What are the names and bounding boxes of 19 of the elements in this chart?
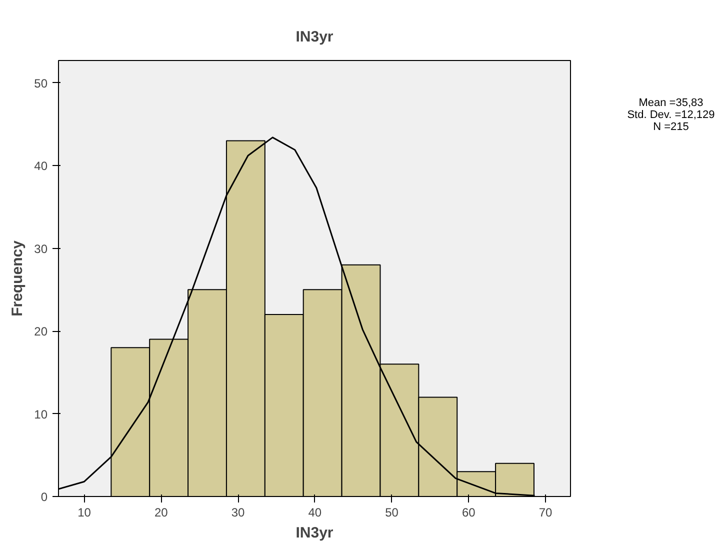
y-tick-label: 30 <box>34 242 48 256</box>
x-tick-label: 60 <box>462 506 476 520</box>
text: Mean =35,83 <box>638 97 704 109</box>
text: N =215 <box>653 121 689 133</box>
y-tick-label: 10 <box>34 407 48 422</box>
y-tick-label: 20 <box>34 324 48 339</box>
x-axis-title: IN3yr <box>296 524 334 542</box>
text: Std. Dev. =12,129 <box>627 109 715 121</box>
chart-title: IN3yr <box>296 28 334 46</box>
x-tick-label: 70 <box>538 506 553 520</box>
x-tick-label: 40 <box>308 506 322 520</box>
x-tick-label: 20 <box>154 506 168 520</box>
y-tick-label: 40 <box>34 159 48 174</box>
x-tick-label: 50 <box>385 506 399 520</box>
x-tick-label: 10 <box>78 506 92 520</box>
y-tick-label: 0 <box>40 490 48 504</box>
x-tick-label: 30 <box>231 506 246 520</box>
y-tick-label: 50 <box>34 76 48 90</box>
y-axis-title: Frequency <box>9 240 26 316</box>
